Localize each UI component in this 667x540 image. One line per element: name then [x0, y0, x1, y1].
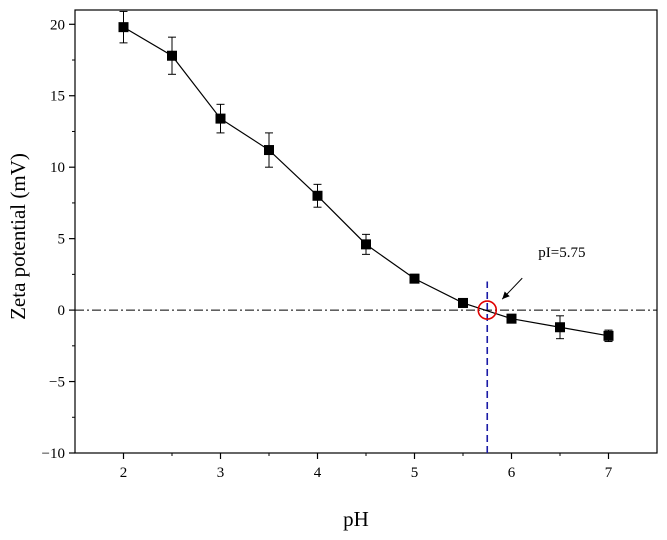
y-tick-label: 15	[50, 89, 65, 105]
y-tick-label: 5	[58, 232, 66, 248]
x-tick-label: 4	[314, 465, 322, 481]
data-point	[458, 297, 468, 308]
x-tick-label: 7	[605, 465, 613, 481]
y-tick-label: −10	[42, 446, 65, 462]
x-tick-label: 2	[120, 465, 128, 481]
pi-annotation-label: pI=5.75	[538, 245, 585, 261]
pi-arrow-head	[502, 291, 510, 300]
series-line	[123, 26, 609, 337]
data-point	[118, 22, 129, 33]
data-point	[506, 313, 517, 324]
data-point	[603, 330, 614, 341]
y-tick-label: 0	[58, 303, 66, 319]
data-point	[312, 190, 323, 201]
data-point	[409, 273, 420, 284]
y-tick-label: 10	[50, 160, 65, 176]
data-point	[264, 145, 274, 156]
plot-frame	[74, 9, 658, 454]
data-point	[167, 50, 177, 61]
pi-circle-marker	[477, 300, 498, 320]
y-tick-label: −5	[49, 375, 65, 391]
data-point	[555, 322, 565, 333]
y-tick-label: 20	[50, 17, 65, 33]
x-tick-label: 5	[411, 465, 419, 481]
x-tick-label: 6	[508, 465, 516, 481]
x-axis-title: pH	[343, 507, 369, 531]
x-tick-label: 3	[217, 465, 225, 481]
data-point	[361, 239, 371, 250]
data-point	[215, 113, 226, 124]
y-axis-title: Zeta potential (mV)	[6, 153, 30, 320]
